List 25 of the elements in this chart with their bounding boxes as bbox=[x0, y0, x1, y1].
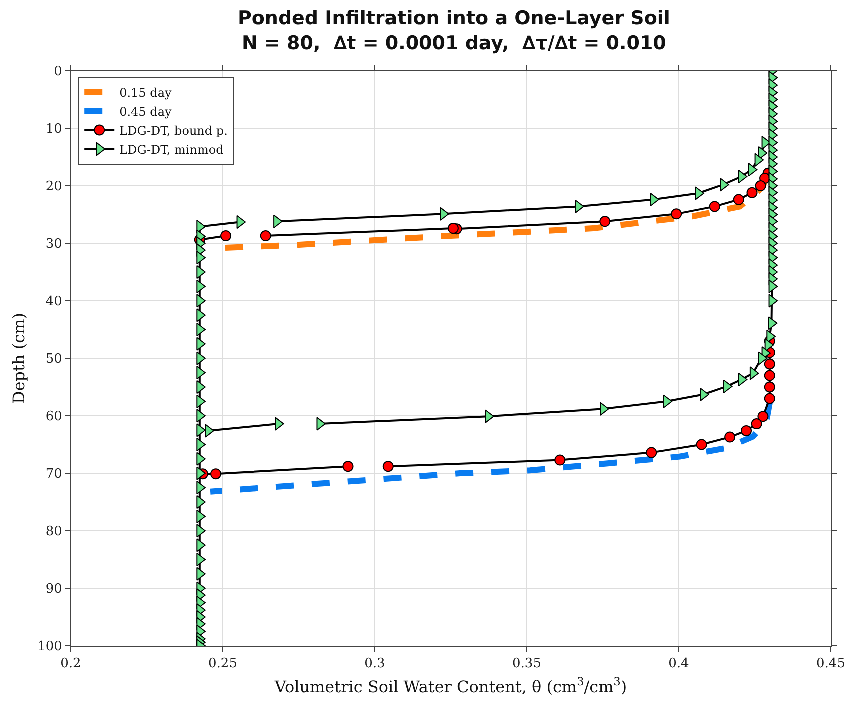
x-tick-label: 0.3 bbox=[364, 656, 386, 672]
y-tick-label: 70 bbox=[46, 467, 62, 482]
y-tick-label: 40 bbox=[46, 294, 62, 310]
y-tick-label: 90 bbox=[46, 582, 62, 598]
y-tick-label: 50 bbox=[46, 352, 62, 368]
x-tick-label: 0.45 bbox=[816, 656, 846, 672]
chart-title: Ponded Infiltration into a One-Layer Soil bbox=[238, 8, 670, 30]
x-tick-label: 0.2 bbox=[60, 656, 82, 672]
y-tick-label: 60 bbox=[46, 410, 62, 425]
legend-label: LDG-DT, bound p. bbox=[120, 124, 228, 138]
y-tick-label: 20 bbox=[46, 180, 62, 195]
legend-label: 0.15 day bbox=[120, 86, 172, 100]
y-tick-label: 10 bbox=[46, 122, 62, 138]
y-tick-label: 30 bbox=[46, 237, 62, 252]
legend-label: 0.45 day bbox=[120, 104, 172, 119]
y-axis-title: Depth (cm) bbox=[9, 313, 28, 404]
y-tick-label: 100 bbox=[38, 640, 62, 655]
x-tick-label: 0.25 bbox=[208, 656, 238, 672]
x-tick-label: 0.4 bbox=[668, 656, 690, 672]
x-axis-title: Volumetric Soil Water Content, θ (cm$^{3}$/cm$^{3}$) bbox=[274, 676, 628, 696]
legend-label: LDG-DT, minmod bbox=[120, 142, 224, 157]
x-tick-label: 0.35 bbox=[512, 656, 542, 672]
y-tick-label: 80 bbox=[46, 524, 62, 540]
chart-subtitle: N = 80, ∆t = 0.0001 day, ∆τ/∆t = 0.010 bbox=[242, 32, 666, 54]
y-tick-label: 0 bbox=[54, 64, 62, 80]
